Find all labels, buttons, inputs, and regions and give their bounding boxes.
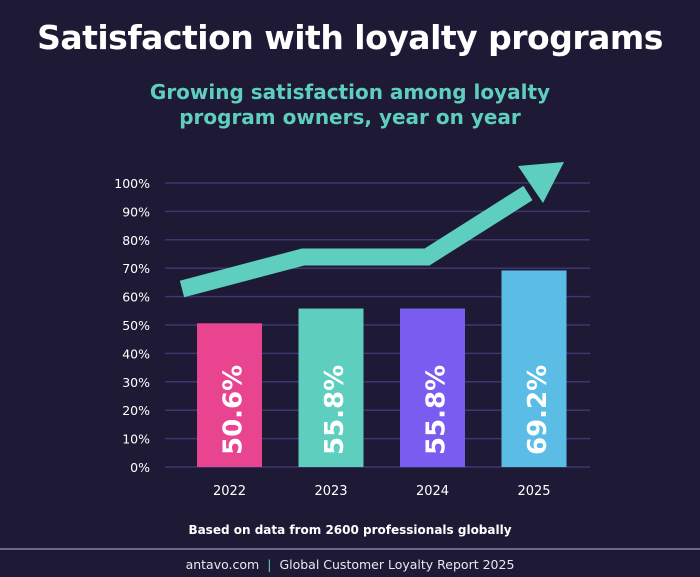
y-tick-label: 10% — [122, 432, 150, 447]
bar-2025 — [501, 270, 567, 467]
bar-2024 — [400, 308, 465, 467]
data-label: 50.6% — [219, 365, 249, 455]
x-tick-label: 2025 — [517, 484, 550, 499]
chart-title: Satisfaction with loyalty programs — [37, 18, 663, 57]
data-label: 55.8% — [422, 365, 452, 455]
footer-divider — [0, 548, 700, 550]
y-tick-label: 20% — [122, 403, 150, 418]
x-tick-label: 2023 — [314, 484, 347, 499]
chart-subtitle: Growing satisfaction among loyalty progr… — [149, 80, 551, 129]
trend-arrow-head-icon — [518, 162, 564, 203]
y-tick-label: 70% — [122, 261, 150, 276]
footer-separator: | — [267, 557, 272, 572]
footer: antavo.com | Global Customer Loyalty Repor… — [0, 557, 700, 572]
y-tick-label: 60% — [122, 290, 150, 305]
footer-report: Global Customer Loyalty Report 2025 — [279, 557, 515, 572]
y-tick-label: 0% — [130, 460, 150, 475]
data-source-note: Based on data from 2600 professionals gl… — [188, 523, 512, 537]
x-tick-label: 2022 — [213, 484, 246, 499]
footer-site: antavo.com — [185, 557, 260, 572]
data-label: 69.2% — [523, 365, 553, 455]
y-tick-label: 50% — [122, 318, 150, 333]
y-tick-label: 30% — [122, 375, 150, 390]
data-label: 55.8% — [320, 365, 350, 455]
bar-2022 — [197, 323, 262, 467]
y-tick-label: 100% — [114, 176, 150, 191]
bar-2023 — [298, 308, 364, 467]
y-tick-label: 80% — [122, 233, 150, 248]
x-tick-label: 2024 — [416, 484, 449, 499]
y-tick-label: 40% — [122, 346, 150, 361]
y-tick-label: 90% — [122, 204, 150, 219]
trend-arrow-icon — [179, 185, 533, 298]
